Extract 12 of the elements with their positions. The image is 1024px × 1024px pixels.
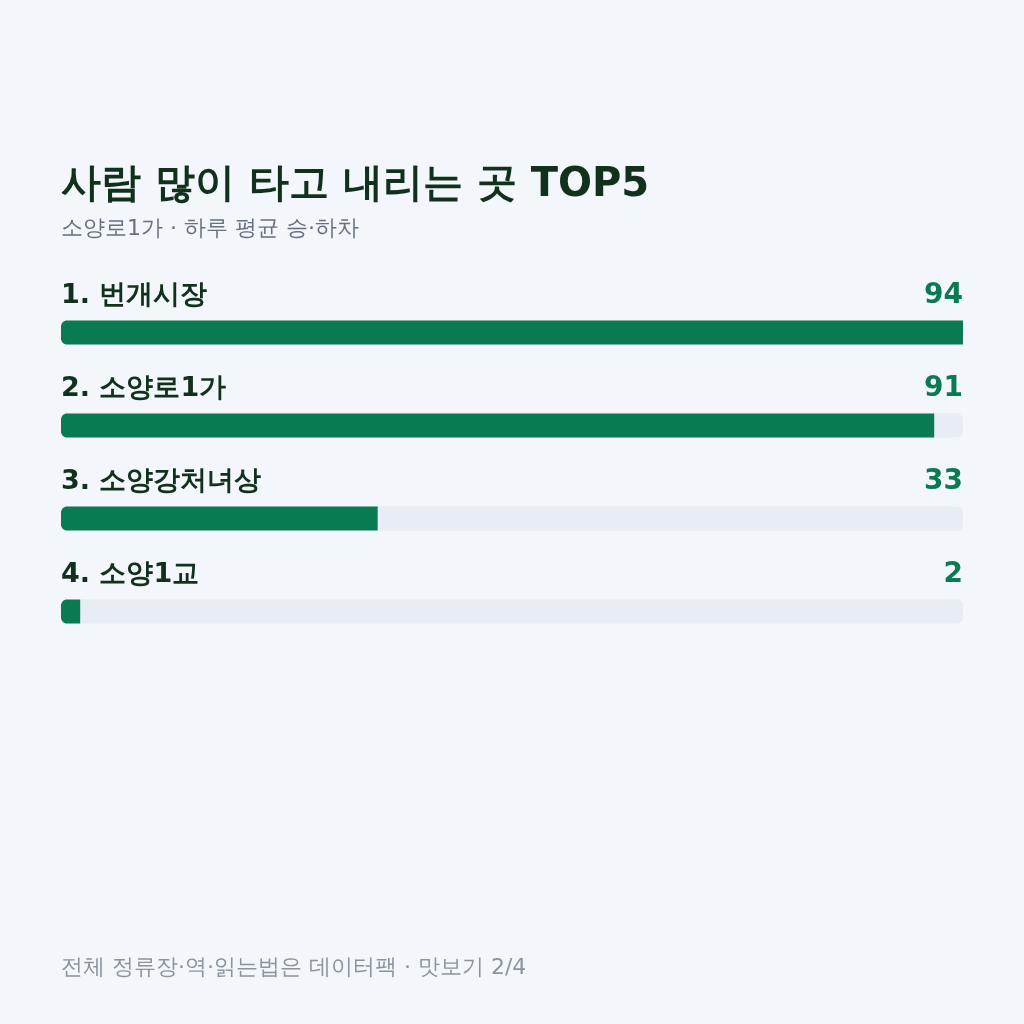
y-tick-label: 1. 번개시장 <box>61 277 208 309</box>
data-label: 91 <box>924 369 963 403</box>
y-tick-label: 4. 소양1교 <box>61 556 200 588</box>
chart-title: 사람 많이 타고 내리는 곳 TOP5 <box>61 159 650 205</box>
y-tick-label: 2. 소양로1가 <box>61 370 227 402</box>
data-label: 2 <box>943 555 963 589</box>
data-label: 33 <box>924 462 963 496</box>
bar <box>61 599 81 624</box>
y-tick-label: 3. 소양강처녀상 <box>61 463 262 495</box>
data-label: 94 <box>924 276 963 310</box>
chart-subtitle: 소양로1가 · 하루 평균 승·하차 <box>61 215 359 240</box>
text: 전체 정류장·역·읽는법은 데이터팩 · 맛보기 2/4 <box>61 954 527 979</box>
